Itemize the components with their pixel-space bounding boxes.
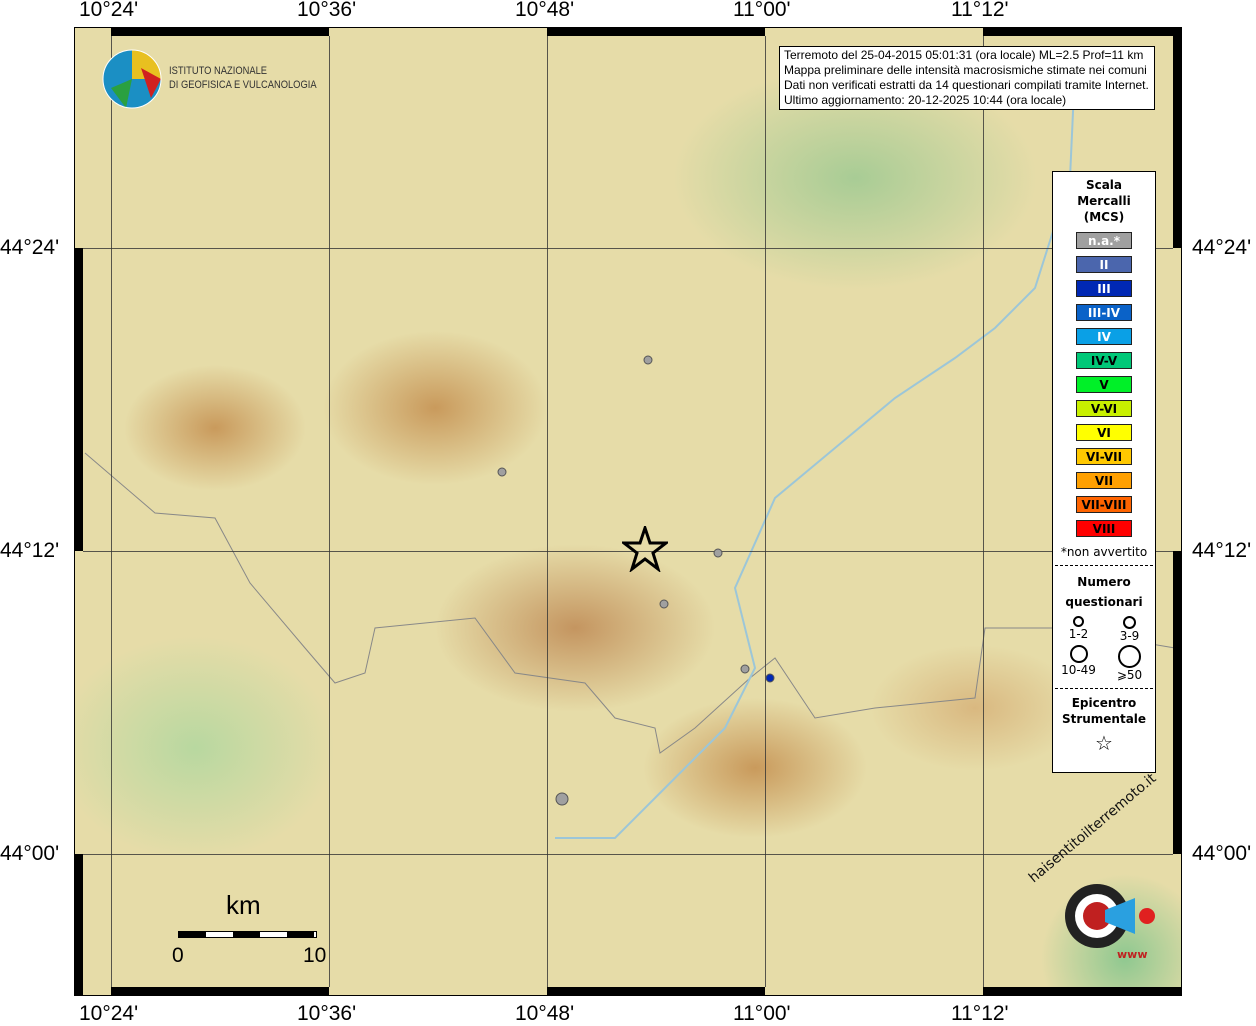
lon-label: 10°24' — [79, 0, 139, 21]
lat-label: 44°24' — [0, 236, 60, 259]
lon-label: 11°12' — [951, 0, 1009, 21]
legend: Scala Mercalli (MCS) n.a.* II III III-IV IV I… — [1052, 171, 1156, 773]
frame-tick — [983, 27, 1181, 36]
star-icon: ☆ — [1095, 731, 1113, 755]
legend-title: Mercalli — [1077, 194, 1131, 208]
last-update: Ultimo aggiornamento: 20-12-2025 10:44 (… — [784, 93, 1067, 107]
grid-line — [83, 248, 1173, 249]
grid-line — [83, 854, 1173, 855]
legend-title: Scala — [1085, 178, 1123, 192]
grid-line — [83, 551, 1173, 552]
epicenter-title: Epicentro — [1071, 696, 1137, 710]
lon-label: 10°24' — [79, 1002, 139, 1025]
legend-swatch: VIII — [1076, 520, 1132, 537]
frame-tick — [1173, 36, 1182, 248]
epicenter-star-icon[interactable] — [622, 526, 668, 572]
grid-line — [329, 36, 330, 987]
haisentito-logo[interactable]: haisentitoilterremoto.it www — [1026, 770, 1160, 973]
intensity-point[interactable] — [713, 548, 723, 557]
intensity-point[interactable] — [555, 792, 569, 806]
frame-tick — [74, 248, 83, 551]
ingv-logo: ISTITUTO NAZIONALE DI GEOFISICA E VULCAN… — [101, 48, 317, 114]
epicenter-title: Strumentale — [1061, 712, 1147, 726]
count-10-49: 10-49 — [1053, 645, 1104, 682]
boundaries — [84, 67, 1176, 839]
legend-title: (MCS) — [1083, 210, 1125, 224]
lon-label: 11°00' — [733, 1002, 791, 1025]
legend-swatch: VII — [1076, 472, 1132, 489]
count-50-plus: ⩾50 — [1104, 645, 1155, 682]
lat-label: 44°12' — [1192, 539, 1252, 562]
lat-label: 44°24' — [1192, 236, 1252, 259]
frame-tick — [1173, 551, 1182, 854]
lat-label: 44°00' — [0, 842, 60, 865]
scale-unit: km — [226, 890, 261, 920]
frame-tick — [983, 987, 1181, 996]
event-info-box: Terremoto del 25-04-2015 05:01:31 (ora l… — [779, 46, 1155, 110]
count-1-2: 1-2 — [1053, 616, 1104, 643]
globe-icon — [102, 49, 162, 109]
legend-swatch: III-IV — [1076, 304, 1132, 321]
grid-line — [765, 36, 766, 987]
frame-tick — [547, 27, 765, 36]
count-3-9: 3-9 — [1104, 616, 1155, 643]
frame-tick — [74, 854, 83, 996]
brand-url: www — [1117, 948, 1148, 961]
count-title: Numero — [1077, 575, 1131, 589]
legend-swatch: VI — [1076, 424, 1132, 441]
legend-swatch: IV — [1076, 328, 1132, 345]
legend-swatch: n.a.* — [1076, 232, 1132, 249]
scale-end: 10 — [303, 944, 327, 967]
frame-tick — [111, 987, 329, 996]
intensity-point[interactable] — [643, 355, 653, 365]
map-description: Mappa preliminare delle intensità macros… — [784, 63, 1147, 77]
intensity-point[interactable] — [659, 599, 669, 609]
lon-label: 10°48' — [515, 0, 575, 21]
grid-line — [111, 36, 112, 987]
intensity-point[interactable] — [740, 664, 750, 674]
lat-label: 44°00' — [1192, 842, 1252, 865]
count-title: questionari — [1065, 595, 1143, 609]
legend-swatch: V-VI — [1076, 400, 1132, 417]
legend-swatch: II — [1076, 256, 1132, 273]
logo-line: DI GEOFISICA E VULCANOLOGIA — [169, 79, 317, 91]
lon-label: 11°12' — [951, 1002, 1009, 1025]
scale-bar: km 0 10 — [170, 890, 330, 970]
lon-label: 10°36' — [297, 1002, 357, 1025]
event-line: Terremoto del 25-04-2015 05:01:31 (ora l… — [784, 48, 1144, 62]
legend-swatch: VII-VIII — [1076, 496, 1132, 513]
map-area[interactable] — [74, 27, 1182, 996]
frame-tick — [547, 987, 765, 996]
lat-label: 44°12' — [0, 539, 60, 562]
intensity-point[interactable] — [765, 673, 775, 683]
legend-note: *non avvertito — [1060, 545, 1148, 559]
grid-line — [983, 36, 984, 987]
lon-label: 11°00' — [733, 0, 791, 21]
logo-line: ISTITUTO NAZIONALE — [169, 65, 268, 77]
intensity-point[interactable] — [497, 467, 507, 477]
scale-start: 0 — [172, 944, 184, 967]
legend-swatch: III — [1076, 280, 1132, 297]
lon-label: 10°48' — [515, 1002, 575, 1025]
lon-label: 10°36' — [297, 0, 357, 21]
frame-tick — [111, 27, 329, 36]
legend-swatch: VI-VII — [1076, 448, 1132, 465]
legend-swatch: V — [1076, 376, 1132, 393]
grid-line — [547, 36, 548, 987]
legend-swatch: IV-V — [1076, 352, 1132, 369]
data-note: Dati non verificati estratti da 14 quest… — [784, 78, 1149, 92]
